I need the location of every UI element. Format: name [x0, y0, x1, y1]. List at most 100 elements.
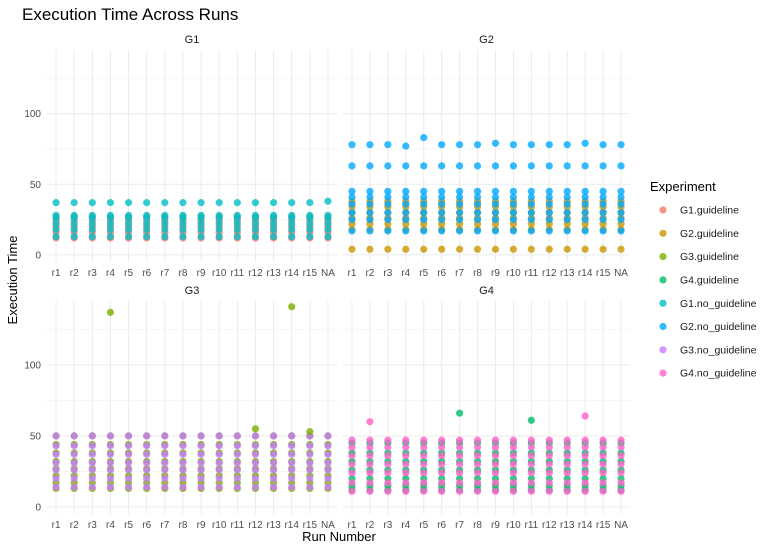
point	[563, 487, 571, 495]
point	[402, 443, 410, 451]
y-tick-label: 0	[35, 502, 41, 513]
point	[233, 432, 241, 440]
point	[599, 162, 607, 170]
point-outlier	[455, 409, 464, 417]
point	[599, 443, 607, 451]
point	[179, 459, 187, 467]
legend-item: G2.guideline	[659, 228, 739, 240]
point	[617, 187, 625, 195]
x-tick-label: r15	[303, 520, 318, 531]
point	[324, 450, 332, 458]
point	[269, 232, 278, 241]
point	[143, 211, 151, 219]
point	[384, 443, 392, 451]
point	[473, 187, 482, 195]
x-tick-label: r1	[348, 520, 357, 531]
point	[455, 245, 464, 253]
point	[288, 232, 296, 241]
point	[438, 162, 446, 170]
x-tick-label: r11	[524, 520, 538, 531]
point	[179, 466, 187, 474]
x-tick-label: r4	[106, 520, 115, 531]
point	[581, 443, 589, 451]
point	[545, 469, 553, 477]
point	[420, 162, 428, 170]
point	[581, 436, 589, 444]
point	[88, 199, 96, 207]
point	[402, 142, 410, 150]
x-tick-label: r13	[560, 520, 575, 531]
point	[106, 220, 115, 228]
point	[527, 141, 535, 149]
point	[527, 227, 535, 235]
point	[599, 487, 607, 495]
point	[88, 432, 96, 440]
point	[106, 474, 115, 483]
point	[402, 479, 410, 487]
x-tick-label: r3	[88, 520, 97, 531]
point	[197, 442, 205, 450]
x-tick-label: r4	[401, 520, 410, 531]
x-tick-label: r8	[473, 268, 482, 279]
point	[455, 141, 464, 149]
point	[527, 200, 535, 208]
point	[306, 466, 314, 474]
point	[581, 208, 589, 217]
point	[324, 197, 332, 205]
point	[70, 466, 78, 474]
point	[70, 450, 78, 458]
point	[384, 487, 392, 495]
point	[348, 187, 356, 195]
point	[617, 141, 625, 149]
panel-g2: G2 r1 r2 r3 r4 r5 r6 r7 r8 r9 r10 r11 r12 r13 r14 r15 NA	[343, 34, 630, 279]
point	[527, 436, 535, 444]
point	[509, 216, 518, 224]
legend-item: G4.no_guideline	[659, 368, 757, 380]
point	[124, 442, 133, 450]
point	[402, 227, 410, 235]
point	[366, 452, 374, 460]
point	[52, 220, 60, 228]
legend-item: G2.no_guideline	[659, 321, 757, 333]
point	[306, 211, 314, 219]
point	[215, 199, 223, 207]
point	[143, 232, 151, 241]
point	[52, 199, 60, 207]
point	[251, 459, 260, 467]
point	[269, 483, 278, 491]
point	[509, 208, 518, 217]
point	[269, 220, 278, 228]
point	[581, 460, 589, 468]
point	[545, 187, 553, 195]
point	[88, 459, 96, 467]
point	[509, 193, 518, 201]
point	[455, 187, 464, 195]
legend-key	[659, 229, 667, 237]
point	[88, 466, 96, 474]
point	[288, 459, 296, 467]
point	[420, 193, 428, 201]
point	[124, 483, 133, 491]
point	[581, 187, 589, 195]
point	[348, 487, 356, 495]
point	[420, 134, 428, 142]
point	[563, 479, 571, 487]
point	[197, 199, 205, 207]
point	[491, 162, 500, 170]
point	[438, 141, 446, 149]
x-tick-label: r5	[124, 268, 133, 279]
point	[545, 479, 553, 487]
point	[438, 187, 446, 195]
point	[348, 200, 356, 208]
point	[617, 460, 625, 468]
point	[402, 245, 410, 253]
point	[473, 245, 482, 253]
x-tick-label: r6	[142, 520, 151, 531]
point	[124, 474, 133, 483]
point	[233, 225, 241, 234]
point	[545, 452, 553, 460]
point	[455, 487, 464, 495]
legend-key	[659, 322, 667, 331]
point	[88, 442, 96, 450]
point	[509, 245, 518, 253]
